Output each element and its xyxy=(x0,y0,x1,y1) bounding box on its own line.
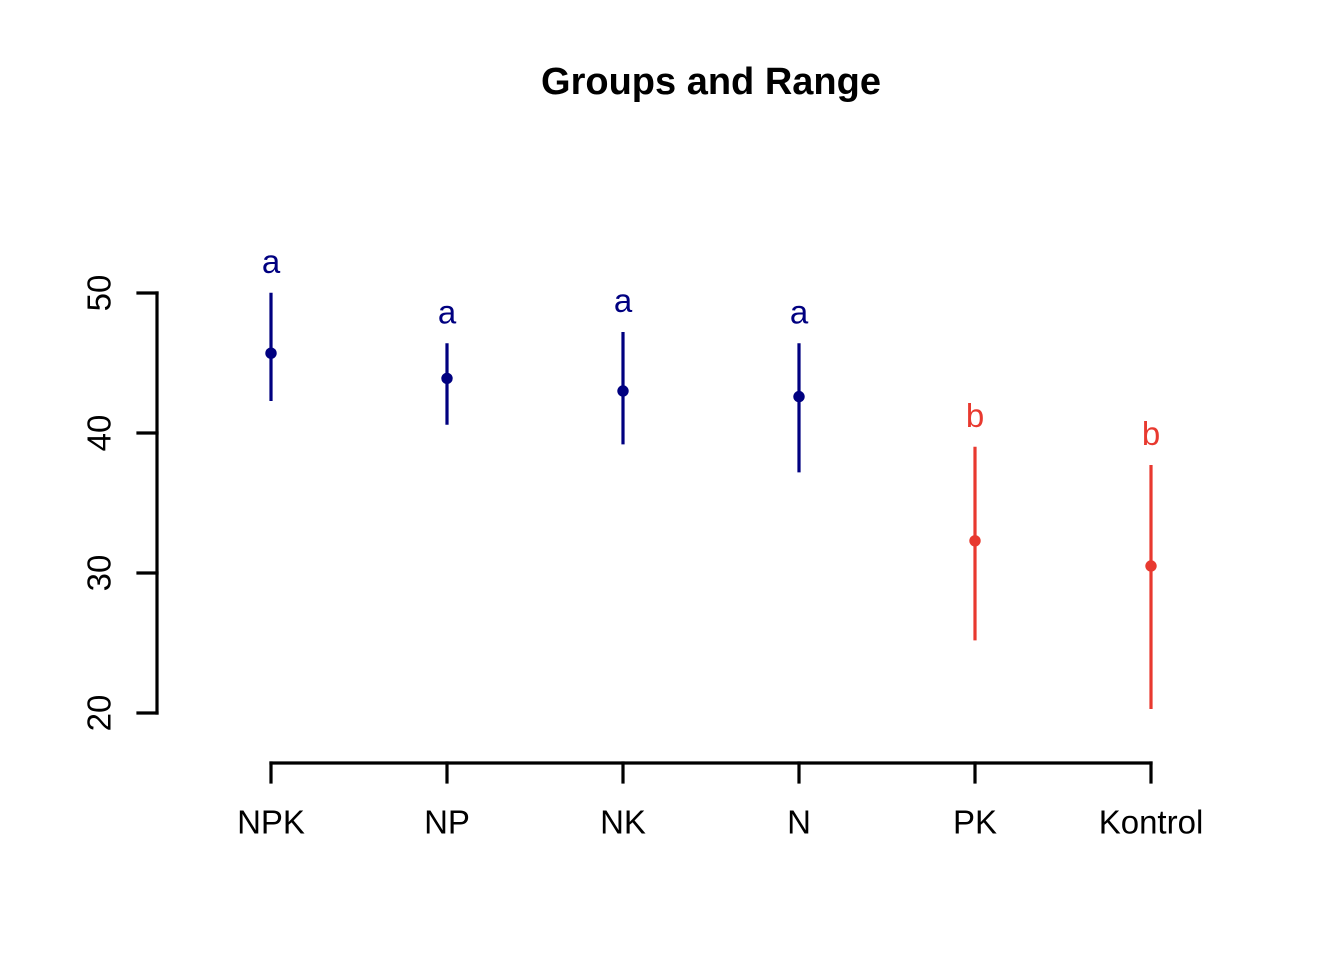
mean-point-NP xyxy=(441,372,453,385)
x-tick-label-NP: NP xyxy=(424,804,470,841)
y-tick-label-40: 40 xyxy=(81,415,118,452)
mean-point-NPK xyxy=(265,347,277,359)
chart-title: Groups and Range xyxy=(541,61,881,103)
y-tick-label-30: 30 xyxy=(81,555,118,592)
y-tick-label-50: 50 xyxy=(81,275,118,312)
mean-point-NK xyxy=(617,385,629,397)
y-tick-label-20: 20 xyxy=(81,695,118,732)
x-tick-label-N: N xyxy=(787,804,811,841)
x-tick-label-NPK: NPK xyxy=(237,804,305,841)
group-letter-NK: a xyxy=(614,282,633,319)
group-letter-NP: a xyxy=(438,293,457,330)
group-letter-N: a xyxy=(790,293,809,330)
mean-point-Kontrol xyxy=(1145,560,1157,572)
x-tick-label-NK: NK xyxy=(600,804,646,841)
group-letter-PK: b xyxy=(966,397,984,434)
mean-point-N xyxy=(793,390,805,403)
group-letter-Kontrol: b xyxy=(1142,415,1160,452)
mean-point-PK xyxy=(969,535,981,547)
x-tick-label-PK: PK xyxy=(953,804,997,841)
group-letter-NPK: a xyxy=(262,243,281,280)
x-tick-label-Kontrol: Kontrol xyxy=(1099,804,1204,841)
